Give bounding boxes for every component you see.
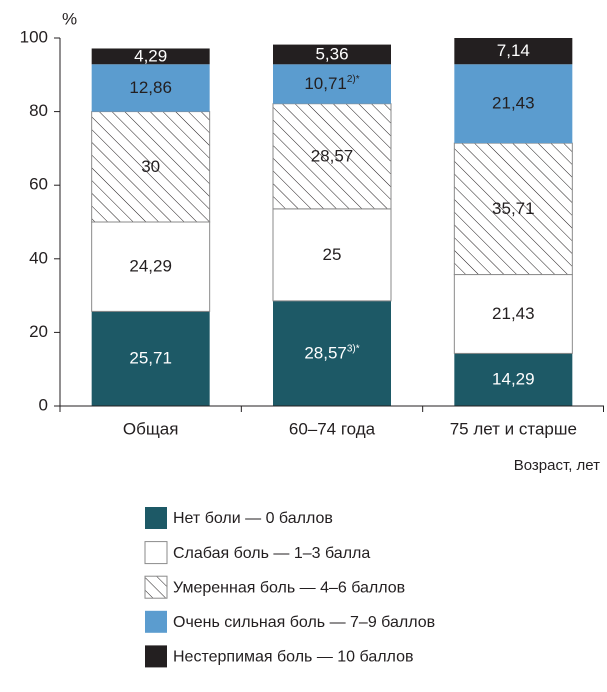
data-label-value: 25 — [323, 245, 342, 264]
data-label-value: 24,29 — [129, 257, 172, 276]
y-axis-label: % — [62, 9, 77, 28]
data-label: 4,29 — [134, 47, 167, 66]
data-label: 30 — [141, 157, 160, 176]
data-label: 24,29 — [129, 257, 172, 276]
y-tick-label: 0 — [39, 395, 48, 414]
legend-label: Нестерпимая боль — 10 баллов — [173, 649, 413, 666]
data-label: 7,14 — [497, 42, 530, 61]
bar-segment — [453, 142, 573, 276]
bar-segment — [453, 274, 573, 354]
y-tick-label: 40 — [29, 248, 48, 267]
data-label-value: 14,29 — [492, 370, 535, 389]
legend-swatch — [145, 507, 167, 529]
data-label-value: 28,57 — [304, 344, 347, 363]
data-label: 14,29 — [492, 370, 535, 389]
data-label-value: 4,29 — [134, 47, 167, 66]
x-axis-label: Возраст, лет — [514, 457, 600, 474]
data-label-value: 35,71 — [492, 199, 535, 218]
legend-swatch — [144, 541, 168, 565]
bar-segment — [272, 208, 392, 302]
bar-segment — [454, 353, 573, 406]
bar-segment — [272, 103, 392, 210]
bar-segment — [454, 64, 573, 144]
legend-label: Умеренная боль — 4–6 баллов — [173, 579, 405, 596]
data-label-value: 10,71 — [304, 75, 347, 94]
bar-segment — [91, 221, 211, 312]
data-label-value: 12,86 — [129, 78, 172, 97]
data-label: 21,43 — [492, 304, 535, 323]
data-label-note: 2)* — [347, 74, 360, 85]
data-label: 28,57 — [311, 147, 354, 166]
data-label-value: 21,43 — [492, 94, 535, 113]
bar-segment — [91, 64, 210, 112]
data-label: 25 — [323, 245, 342, 264]
data-label: 21,43 — [492, 94, 535, 113]
data-label: 5,36 — [315, 45, 348, 64]
y-tick-label: 100 — [20, 27, 48, 46]
data-label-note: 3)* — [347, 343, 360, 354]
data-label: 25,71 — [129, 349, 172, 368]
data-label-value: 25,71 — [129, 349, 172, 368]
bar-segment — [91, 48, 210, 65]
bar-segment — [91, 311, 210, 406]
legend-swatch — [144, 575, 168, 599]
data-label: 28,573)* — [304, 343, 359, 363]
x-tick-label: 75 лет и старше — [450, 419, 577, 438]
legend-label: Слабая боль — 1–3 балла — [173, 545, 370, 562]
bar-segment — [454, 38, 573, 65]
legend-label: Очень сильная боль — 7–9 баллов — [173, 614, 435, 631]
x-tick-label: 60–74 года — [289, 419, 376, 438]
y-tick-label: 80 — [29, 101, 48, 120]
bar-segment — [91, 111, 211, 223]
data-label-value: 21,43 — [492, 304, 535, 323]
legend-swatch — [145, 645, 167, 668]
legend-label: Нет боли — 0 баллов — [173, 510, 333, 527]
data-label-value: 5,36 — [315, 45, 348, 64]
bar-segment — [273, 64, 391, 104]
data-label: 12,86 — [129, 78, 172, 97]
legend-swatch — [145, 610, 167, 633]
bar-segment — [273, 300, 391, 406]
data-label: 10,712)* — [304, 74, 359, 94]
x-tick-label: Общая — [123, 419, 179, 438]
data-label-value: 28,57 — [311, 147, 354, 166]
y-tick-label: 20 — [29, 322, 48, 341]
data-label-value: 30 — [141, 157, 160, 176]
data-label-value: 7,14 — [497, 42, 530, 61]
bar-segment — [273, 44, 391, 65]
y-tick-label: 60 — [29, 175, 48, 194]
data-label: 35,71 — [492, 199, 535, 218]
